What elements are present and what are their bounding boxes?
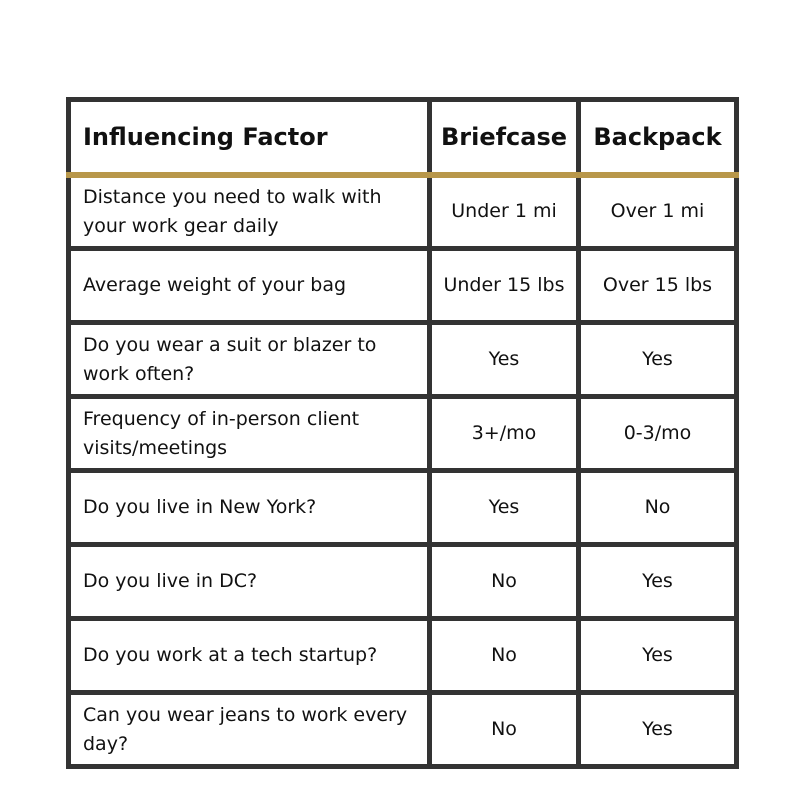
briefcase-cell: Under 1 mi: [427, 172, 581, 251]
backpack-cell: No: [576, 468, 739, 547]
backpack-cell: Yes: [576, 690, 739, 769]
backpack-cell: 0-3/mo: [576, 394, 739, 473]
factor-cell: Do you work at a tech startup?: [66, 616, 432, 695]
table-header: Influencing Factor Briefcase Backpack: [66, 97, 739, 178]
backpack-cell: Yes: [576, 542, 739, 621]
briefcase-cell: Yes: [427, 320, 581, 399]
backpack-cell: Over 15 lbs: [576, 246, 739, 325]
briefcase-cell: No: [427, 542, 581, 621]
factor-cell: Average weight of your bag: [66, 246, 432, 325]
comparison-table: Influencing Factor Briefcase Backpack Di…: [66, 97, 739, 769]
briefcase-cell: Under 15 lbs: [427, 246, 581, 325]
header-briefcase: Briefcase: [427, 97, 581, 178]
table-row: Do you live in DC? No Yes: [66, 542, 739, 621]
table-body: Distance you need to walk with your work…: [66, 172, 739, 769]
table-row: Frequency of in-person client visits/mee…: [66, 394, 739, 473]
factor-cell: Do you live in New York?: [66, 468, 432, 547]
header-row: Influencing Factor Briefcase Backpack: [66, 97, 739, 178]
header-backpack: Backpack: [576, 97, 739, 178]
header-factor: Influencing Factor: [66, 97, 432, 178]
factor-cell: Frequency of in-person client visits/mee…: [66, 394, 432, 473]
factor-cell: Do you live in DC?: [66, 542, 432, 621]
table-row: Do you work at a tech startup? No Yes: [66, 616, 739, 695]
backpack-cell: Yes: [576, 616, 739, 695]
briefcase-cell: Yes: [427, 468, 581, 547]
table-row: Do you live in New York? Yes No: [66, 468, 739, 547]
briefcase-cell: 3+/mo: [427, 394, 581, 473]
factor-cell: Distance you need to walk with your work…: [66, 172, 432, 251]
factor-cell: Can you wear jeans to work every day?: [66, 690, 432, 769]
table-row: Do you wear a suit or blazer to work oft…: [66, 320, 739, 399]
backpack-cell: Over 1 mi: [576, 172, 739, 251]
backpack-cell: Yes: [576, 320, 739, 399]
table-row: Average weight of your bag Under 15 lbs …: [66, 246, 739, 325]
factor-cell: Do you wear a suit or blazer to work oft…: [66, 320, 432, 399]
table-row: Can you wear jeans to work every day? No…: [66, 690, 739, 769]
table-row: Distance you need to walk with your work…: [66, 172, 739, 251]
briefcase-cell: No: [427, 616, 581, 695]
briefcase-cell: No: [427, 690, 581, 769]
